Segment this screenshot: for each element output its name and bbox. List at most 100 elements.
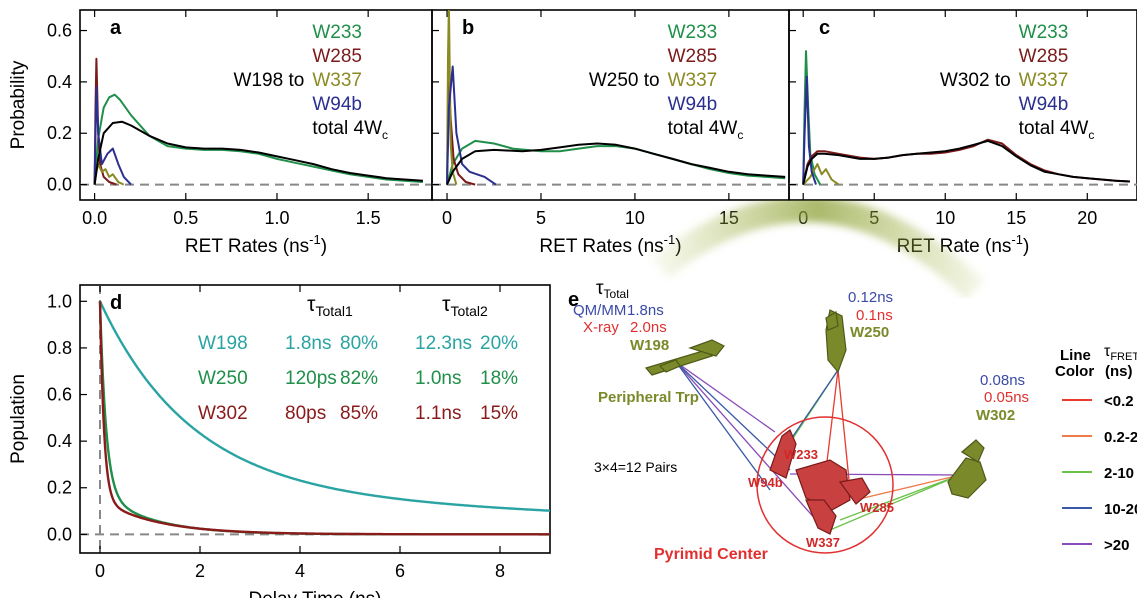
x-tick-label: 15	[1006, 208, 1026, 228]
series-group	[446, 10, 786, 186]
x-tick-label: 0.0	[82, 208, 107, 228]
legend-prefix: W302 to	[940, 70, 1011, 91]
table-cell: 82%	[340, 368, 378, 389]
x-tick-label: 0	[95, 561, 105, 581]
legend-prefix: W198 to	[234, 70, 305, 91]
panel-letter: d	[110, 292, 122, 314]
plot-frame	[79, 9, 433, 201]
x-tick-label: 4	[295, 561, 305, 581]
legend-entry: W233	[1019, 22, 1069, 43]
panel-e-label: e	[568, 289, 579, 311]
tau-total-symbol: τTotal	[596, 278, 629, 301]
legend-entry: W94b	[1019, 94, 1069, 115]
series-line-w233	[93, 93, 423, 185]
table-header: τTotal1	[307, 293, 353, 319]
x-tick-label: 10	[625, 208, 645, 228]
x-tick-label: 2	[195, 561, 205, 581]
y-tick-label: 0.4	[47, 431, 72, 451]
pair-line	[675, 361, 771, 491]
decay-curve-w198	[98, 300, 550, 512]
w302-molecule	[947, 439, 987, 499]
x-tick-label: 8	[495, 561, 505, 581]
peripheral-arc	[651, 196, 985, 300]
w198-xray-value: 2.0ns	[630, 319, 667, 336]
series-line-w94b	[93, 86, 132, 186]
pair-line	[675, 361, 826, 531]
legend-range-label: 0.2-2	[1104, 429, 1137, 446]
x-tick-label: 20	[1077, 208, 1097, 228]
y-axis-label: Population	[8, 374, 29, 464]
w337-label: W337	[806, 535, 840, 550]
legend-range-label: 2-10	[1104, 465, 1134, 482]
w302-label: W302	[976, 407, 1015, 424]
x-axis-label: RET Rates (ns-1)	[185, 232, 327, 257]
pair-line	[839, 474, 961, 521]
w250-label: W250	[850, 324, 889, 341]
legend-entry: W285	[668, 46, 718, 67]
w250-molecule	[825, 309, 847, 374]
y-axis-label: Probability	[8, 60, 29, 149]
table-cell: 120ps	[285, 368, 337, 389]
pair-line	[854, 474, 961, 501]
legend-entry: W233	[312, 22, 362, 43]
legend-entry: total 4Wc	[1019, 118, 1095, 142]
table-cell: W250	[198, 368, 248, 389]
legend-entry: total 4Wc	[312, 118, 388, 142]
pair-line	[829, 474, 961, 531]
w302-qmmm-value: 0.08ns	[980, 372, 1025, 389]
w233-label: W233	[784, 447, 818, 462]
table-cell: 80%	[340, 333, 378, 354]
series-line-w233	[446, 139, 786, 185]
y-tick-label: 0.4	[47, 72, 72, 92]
w198-label: W198	[630, 337, 669, 354]
table-cell: 85%	[340, 403, 378, 424]
legend-range-label: <0.2	[1104, 393, 1134, 410]
w250-xray-value: 0.1ns	[856, 307, 893, 324]
pyrimid-center-label: Pyrimid Center	[654, 546, 768, 563]
pair-line	[675, 361, 791, 471]
panel-letter: c	[819, 17, 830, 39]
x-tick-label: 1.0	[264, 208, 289, 228]
x-tick-label: 6	[395, 561, 405, 581]
pyrimid-molecules	[769, 429, 871, 535]
pair-line	[837, 369, 851, 491]
xray-label: X-ray	[583, 319, 619, 336]
w94b-label: W94b	[748, 475, 783, 490]
legend-entry: W233	[668, 22, 718, 43]
pair-line	[675, 361, 776, 433]
y-tick-label: 0.6	[47, 21, 72, 41]
x-tick-label: 10	[935, 208, 955, 228]
table-cell: W302	[198, 403, 248, 424]
table-cell: 1.8ns	[285, 333, 331, 354]
table-cell: W198	[198, 333, 248, 354]
panel-e-diagram: e τTotal QM/MM 1.8ns X-ray 2.0ns W198 0.…	[568, 196, 1137, 563]
x-tick-label: 1.5	[356, 208, 381, 228]
legend-title-line: Line	[1060, 347, 1091, 364]
table-header: τTotal2	[442, 293, 488, 319]
legend-entry: W94b	[312, 94, 362, 115]
table-cell: 80ps	[285, 403, 326, 424]
y-tick-label: 0.6	[47, 385, 72, 405]
panel-letter: b	[462, 17, 474, 39]
series-line-w337	[802, 163, 840, 186]
x-axis-label: Delay Time (ns)	[248, 589, 381, 598]
panel-a-chart: 0.0 0.5 1.0 1.5 0.0 0.2 0.4 0.6 RET Rates (ns-1)…	[8, 9, 433, 257]
x-tick-label: 0.5	[173, 208, 198, 228]
table-cell: 18%	[480, 368, 518, 389]
plot-frame	[788, 9, 1137, 201]
plot-frame	[79, 284, 551, 554]
table-cell: 20%	[480, 333, 518, 354]
decay-curve-w302	[98, 301, 550, 536]
x-axis-label: RET Rates (ns-1)	[539, 232, 681, 257]
panel-d-chart: 0 2 4 6 8 0.0 0.2 0.4 0.6 0.8 1.0 Delay Time (ns) Po…	[8, 284, 551, 598]
legend-range-label: >20	[1104, 537, 1129, 554]
x-tick-label: 5	[536, 208, 546, 228]
y-tick-label: 0.0	[47, 524, 72, 544]
line-color-legend: Line Color τFRET (ns) <0.2 0.2-2 2-10 10-20…	[1055, 343, 1137, 554]
x-tick-label: 0	[442, 208, 452, 228]
legend-entry: W337	[312, 70, 362, 91]
plot-frame	[431, 9, 790, 201]
y-tick-label: 0.2	[47, 123, 72, 143]
